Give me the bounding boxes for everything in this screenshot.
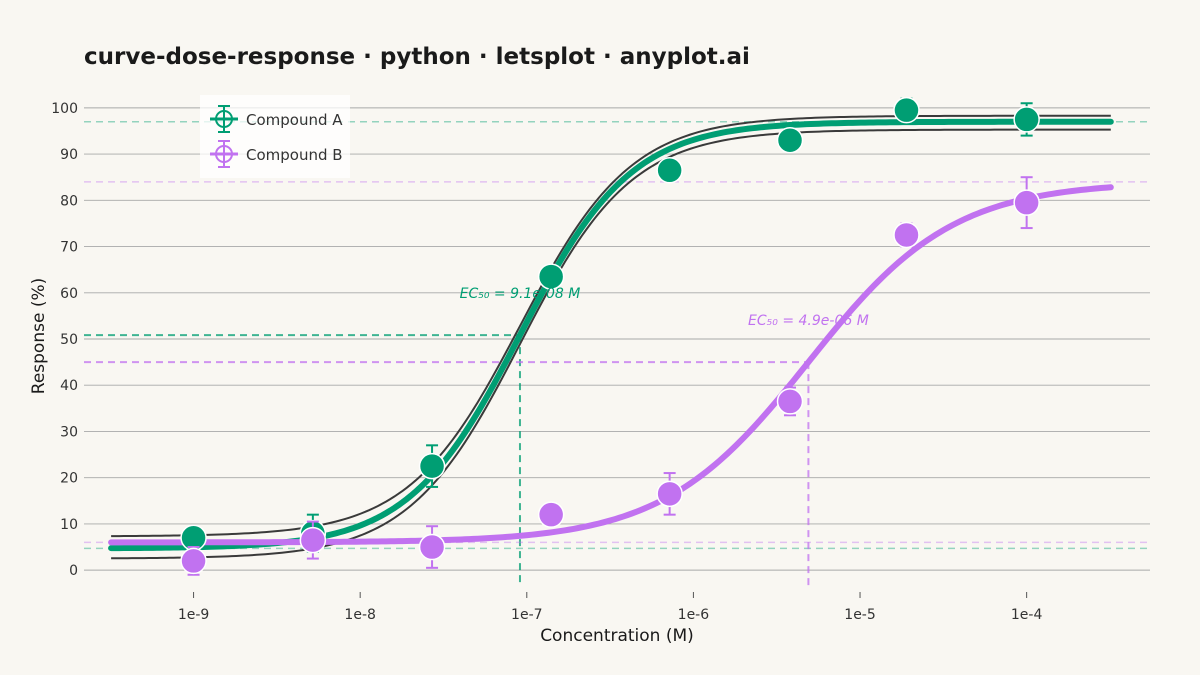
x-tick-label: 1e-6 (678, 607, 710, 623)
x-axis-label: Concentration (M) (540, 626, 694, 646)
data-point (893, 221, 920, 249)
ec50-label: EC₅₀ = 9.1e-08 M (460, 286, 581, 302)
legend-box (200, 95, 350, 178)
y-tick-label: 80 (60, 193, 78, 209)
data-point (656, 480, 683, 508)
legend-label: Compound A (246, 111, 343, 129)
y-tick-label: 60 (60, 286, 78, 302)
data-point (537, 501, 565, 528)
y-axis-ticks: 0 10 20 30 40 50 60 70 80 90 100 (51, 101, 78, 579)
legend-label: Compound B (246, 146, 343, 164)
y-tick-label: 10 (60, 517, 78, 533)
data-point (776, 388, 804, 415)
ec50-label: EC₅₀ = 4.9e-06 M (748, 313, 869, 329)
data-point (299, 526, 327, 554)
legend-marker-swatch (215, 145, 233, 163)
data-points (180, 96, 1040, 576)
confidence-band-upper (111, 114, 1111, 538)
y-tick-label: 90 (60, 147, 78, 163)
ec50-labels: EC₅₀ = 9.1e-08 M EC₅₀ = 4.9e-06 M (460, 286, 869, 329)
data-point (1013, 106, 1040, 133)
x-axis-ticks: 1e-9 1e-8 1e-7 1e-6 1e-5 1e-4 (178, 592, 1043, 623)
data-point (418, 452, 446, 480)
y-tick-label: 40 (60, 378, 78, 394)
chart-title: curve-dose-response · python · letsplot … (84, 44, 750, 70)
data-point (776, 126, 804, 154)
x-tick-label: 1e-9 (178, 607, 209, 623)
legend-marker-swatch (215, 110, 233, 128)
x-tick-label: 1e-5 (844, 607, 875, 623)
y-axis-label: Response (%) (29, 278, 49, 394)
fit-curve (108, 184, 1114, 546)
x-tick-label: 1e-8 (344, 607, 375, 623)
data-point (893, 96, 920, 124)
reference-lines (84, 120, 1150, 586)
data-point (537, 263, 565, 290)
data-point (656, 157, 683, 184)
y-tick-label: 100 (51, 101, 78, 117)
y-tick-label: 70 (60, 240, 78, 256)
data-point (1013, 189, 1040, 216)
y-tick-label: 20 (60, 471, 78, 487)
y-tick-label: 30 (60, 424, 78, 440)
confidence-band-lower (111, 128, 1111, 560)
x-tick-label: 1e-7 (511, 607, 542, 623)
x-tick-label: 1e-4 (1011, 607, 1043, 623)
y-tick-label: 0 (69, 563, 78, 579)
y-tick-label: 50 (60, 332, 78, 348)
data-point (418, 533, 446, 561)
fit-curves (108, 114, 1114, 560)
data-point (180, 547, 207, 575)
legend: Compound A Compound B (200, 95, 350, 178)
